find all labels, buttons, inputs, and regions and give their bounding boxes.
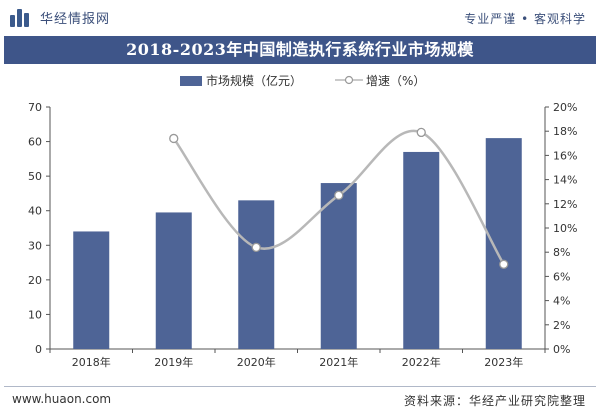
y-right-tick-label: 12% xyxy=(553,198,577,211)
growth-point xyxy=(169,133,179,144)
logo-icon xyxy=(10,8,32,27)
y-right-tick-label: 20% xyxy=(553,101,577,114)
y-right-tick-label: 10% xyxy=(553,222,577,235)
legend-bar-label: 市场规模（亿元） xyxy=(206,74,303,88)
y-left-tick-label: 40 xyxy=(28,205,42,218)
y-left-tick-label: 0 xyxy=(35,343,42,356)
y-right-tick-label: 16% xyxy=(553,149,577,162)
bar xyxy=(320,183,357,349)
chart-title: 2018-2023年中国制造执行系统行业市场规模 xyxy=(4,36,596,64)
legend-line-icon xyxy=(335,75,363,85)
growth-point xyxy=(251,242,261,253)
brand-logo: 华经情报网 xyxy=(10,8,110,27)
bar xyxy=(73,231,110,349)
x-tick-label: 2021年 xyxy=(319,355,358,369)
y-left-tick-label: 70 xyxy=(28,101,42,114)
y-right-tick-label: 18% xyxy=(553,125,577,138)
y-right-tick-label: 0% xyxy=(553,343,570,356)
growth-point xyxy=(334,190,344,200)
top-bar: 华经情报网 专业严谨 • 客观科学 xyxy=(0,0,600,34)
x-tick-label: 2023年 xyxy=(484,355,523,369)
x-tick-label: 2018年 xyxy=(72,355,111,369)
y-right-tick-label: 4% xyxy=(553,295,570,308)
y-right-tick-label: 8% xyxy=(553,246,570,259)
y-left-tick-label: 10 xyxy=(28,308,42,321)
footer-website: www.huaon.com xyxy=(12,392,112,406)
logo-text: 华经情报网 xyxy=(40,12,111,27)
footer-source: 资料来源：华经产业研究院整理 xyxy=(403,394,586,408)
y-left-tick-label: 50 xyxy=(28,170,42,183)
bar xyxy=(155,212,192,349)
bar xyxy=(485,138,522,349)
slogan: 专业严谨 • 客观科学 xyxy=(464,12,586,26)
legend-line-label: 增速（%） xyxy=(366,74,426,88)
x-tick-label: 2020年 xyxy=(237,355,276,369)
bar xyxy=(238,200,275,349)
footer-divider xyxy=(4,386,596,387)
y-left-tick-label: 30 xyxy=(28,239,42,252)
growth-point xyxy=(499,259,509,269)
x-tick-label: 2019年 xyxy=(154,355,193,369)
legend-bar-swatch xyxy=(180,76,202,86)
x-tick-label: 2022年 xyxy=(402,355,441,369)
y-left-tick-label: 20 xyxy=(28,274,42,287)
growth-point xyxy=(416,127,426,138)
y-left-tick-label: 60 xyxy=(28,136,42,149)
y-right-tick-label: 6% xyxy=(553,270,570,283)
y-right-tick-label: 2% xyxy=(553,319,570,332)
y-right-tick-label: 14% xyxy=(553,174,577,187)
bar xyxy=(403,151,440,349)
chart-legend: 市场规模（亿元） 增速（%） xyxy=(0,68,600,92)
